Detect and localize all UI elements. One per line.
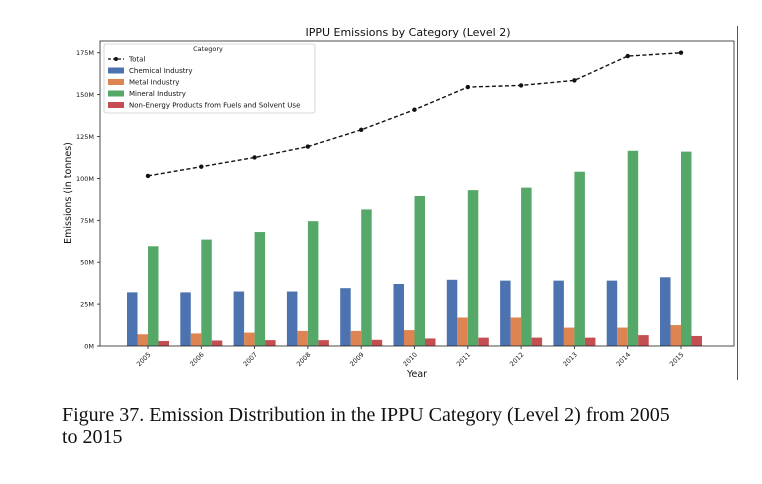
chart-container: IPPU Emissions by Category (Level 2) Yea…	[63, 26, 735, 380]
bar-metal-industry-2007	[244, 332, 255, 346]
legend-label-chemical-industry: Chemical Industry	[129, 67, 193, 75]
bar-non-energy-products-from-fuels-and-solvent-use-2009	[371, 339, 383, 346]
total-point-2014	[625, 53, 630, 59]
bar-chemical-industry-2013	[553, 280, 564, 346]
total-point-2006	[199, 164, 204, 169]
emissions-chart: IPPU Emissions by Category (Level 2) Yea…	[63, 26, 735, 380]
bar-chemical-industry-2011	[446, 279, 458, 346]
legend-marker-dot-total	[114, 57, 118, 61]
y-tick-label: 25M	[80, 301, 94, 309]
bar-mineral-industry-2008	[307, 221, 319, 346]
total-point-2010	[412, 107, 417, 112]
y-tick-label: 75M	[80, 217, 94, 225]
bar-mineral-industry-2012	[521, 187, 532, 346]
legend-swatch-non-energy-products-from-fuels-and-solvent-use	[108, 102, 124, 108]
bar-mineral-industry-2013	[574, 171, 585, 346]
total-point-2012	[518, 83, 524, 88]
bar-metal-industry-2013	[563, 327, 575, 346]
plot-frame	[99, 40, 735, 347]
legend-swatch-metal-industry	[108, 79, 124, 85]
x-axis-label: Year	[406, 369, 427, 380]
bar-mineral-industry-2007	[254, 232, 266, 346]
bar-chemical-industry-2012	[500, 280, 511, 346]
x-tick-label: 2009	[348, 351, 365, 368]
bar-metal-industry-2014	[617, 327, 628, 346]
bar-metal-industry-2009	[350, 330, 362, 346]
bar-chemical-industry-2006	[180, 292, 191, 346]
bar-non-energy-products-from-fuels-and-solvent-use-2013	[584, 337, 596, 346]
bar-chemical-industry-2005	[127, 292, 138, 346]
legend-label-total: Total	[128, 56, 145, 64]
bar-mineral-industry-2009	[361, 209, 372, 346]
bar-non-energy-products-from-fuels-and-solvent-use-2005	[158, 340, 169, 346]
x-tick-label: 2012	[508, 351, 525, 368]
x-tick-label: 2010	[402, 351, 419, 368]
y-axis-label: Emissions (in tonnes)	[63, 142, 74, 244]
x-tick-label: 2006	[188, 351, 205, 368]
total-point-2008	[305, 144, 311, 149]
legend-title: Category	[193, 45, 223, 53]
x-tick-label: 2008	[295, 351, 312, 368]
bar-non-energy-products-from-fuels-and-solvent-use-2012	[531, 337, 543, 346]
legend-swatch-chemical-industry	[108, 67, 124, 74]
bar-chemical-industry-2015	[660, 277, 671, 346]
y-tick-label: 175M	[76, 49, 94, 57]
legend-swatch-mineral-industry	[108, 90, 124, 97]
bar-non-energy-products-from-fuels-and-solvent-use-2011	[478, 337, 489, 346]
bar-mineral-industry-2005	[148, 246, 159, 346]
bar-metal-industry-2008	[297, 330, 308, 346]
x-tick-label: 2015	[668, 351, 685, 368]
page-edge-line	[737, 26, 738, 380]
bar-chemical-industry-2009	[340, 288, 351, 346]
x-tick-label: 2011	[455, 351, 472, 368]
y-tick-label: 150M	[76, 91, 94, 99]
bar-non-energy-products-from-fuels-and-solvent-use-2008	[318, 340, 329, 346]
legend-label-mineral-industry: Mineral Industry	[129, 90, 186, 98]
caption-line-1: Figure 37. Emission Distribution in the …	[62, 404, 670, 426]
x-tick-label: 2007	[242, 351, 259, 368]
y-tick-label: 125M	[76, 133, 94, 141]
total-point-2011	[465, 84, 470, 90]
legend-label-non-energy-products-from-fuels-and-solvent-use: Non-Energy Products from Fuels and Solve…	[129, 102, 300, 110]
bar-non-energy-products-from-fuels-and-solvent-use-2015	[691, 335, 702, 346]
bar-non-energy-products-from-fuels-and-solvent-use-2010	[425, 338, 436, 346]
total-point-2013	[572, 78, 577, 83]
caption-line-2: to 2015	[62, 426, 123, 448]
y-tick-label: 0M	[84, 343, 94, 351]
total-point-2005	[145, 173, 151, 179]
y-tick-label: 50M	[80, 259, 94, 267]
legend-box	[103, 43, 316, 114]
bar-mineral-industry-2006	[201, 239, 212, 346]
bar-chemical-industry-2010	[393, 283, 404, 346]
x-tick-label: 2013	[561, 351, 578, 368]
chart-title: IPPU Emissions by Category (Level 2)	[305, 26, 510, 39]
total-point-2009	[359, 127, 364, 133]
bar-metal-industry-2010	[404, 330, 415, 346]
bar-metal-industry-2011	[457, 317, 468, 346]
bar-chemical-industry-2008	[286, 291, 298, 346]
bar-mineral-industry-2010	[414, 196, 425, 346]
total-point-2007	[252, 155, 257, 160]
bar-mineral-industry-2011	[467, 190, 479, 346]
x-tick-label: 2005	[135, 351, 152, 368]
x-tick-label: 2014	[615, 351, 632, 368]
bar-chemical-industry-2014	[606, 280, 618, 346]
bar-non-energy-products-from-fuels-and-solvent-use-2007	[265, 340, 276, 346]
bar-mineral-industry-2015	[681, 151, 692, 346]
bar-metal-industry-2005	[137, 334, 148, 346]
bar-metal-industry-2015	[670, 325, 681, 346]
bar-chemical-industry-2007	[233, 291, 245, 346]
bar-mineral-industry-2014	[627, 150, 639, 346]
legend-label-metal-industry: Metal Industry	[129, 79, 179, 87]
y-tick-label: 100M	[76, 175, 94, 183]
bar-metal-industry-2012	[510, 317, 522, 346]
figure-caption: Figure 37. Emission Distribution in the …	[62, 404, 742, 448]
bar-non-energy-products-from-fuels-and-solvent-use-2014	[638, 335, 649, 346]
bar-metal-industry-2006	[190, 333, 202, 346]
bar-non-energy-products-from-fuels-and-solvent-use-2006	[211, 340, 223, 346]
total-point-2015	[678, 50, 684, 55]
